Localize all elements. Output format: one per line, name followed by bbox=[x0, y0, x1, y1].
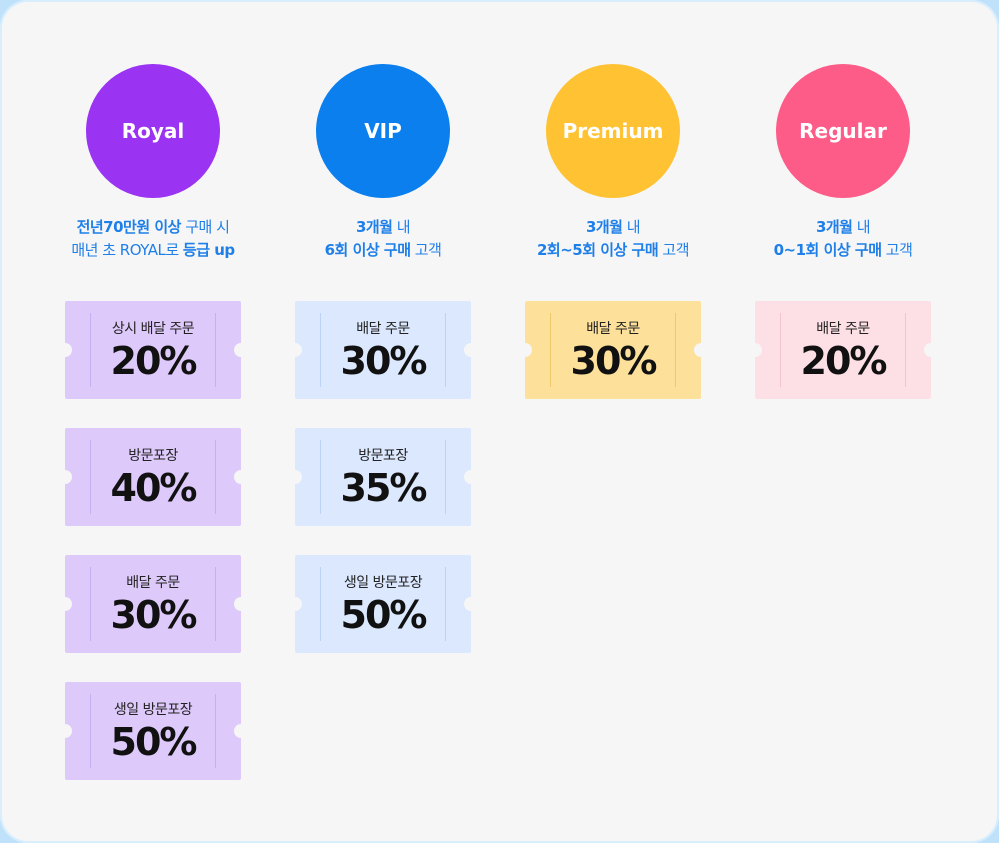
ticket-divider bbox=[215, 440, 216, 514]
coupon-label: 배달 주문 bbox=[126, 575, 180, 591]
ticket-divider bbox=[780, 313, 781, 387]
coupon-discount: 20% bbox=[110, 339, 198, 383]
ticket-notch bbox=[58, 597, 72, 611]
coupon-ticket: 방문포장 35% bbox=[288, 428, 478, 526]
ticket-divider bbox=[215, 567, 216, 641]
ticket-notch bbox=[694, 343, 708, 357]
tier-description: 3개월 내 0~1회 이상 구매 고객 bbox=[773, 218, 913, 259]
ticket-divider bbox=[445, 313, 446, 387]
tier-badge: VIP bbox=[316, 64, 450, 198]
ticket-notch bbox=[234, 597, 248, 611]
coupon-ticket: 생일 방문포장 50% bbox=[288, 555, 478, 653]
coupon-ticket: 생일 방문포장 50% bbox=[58, 682, 248, 780]
ticket-divider bbox=[90, 313, 91, 387]
coupon-discount: 30% bbox=[110, 593, 198, 637]
ticket-notch bbox=[748, 343, 762, 357]
coupon-label: 배달 주문 bbox=[816, 321, 870, 337]
coupon-label: 방문포장 bbox=[128, 448, 178, 464]
ticket-divider bbox=[320, 440, 321, 514]
tier-badge: Royal bbox=[86, 64, 220, 198]
ticket-notch bbox=[518, 343, 532, 357]
ticket-notch bbox=[58, 724, 72, 738]
ticket-divider bbox=[215, 313, 216, 387]
coupon-discount: 30% bbox=[570, 339, 658, 383]
tier-description: 3개월 내 2회~5회 이상 구매 고객 bbox=[536, 218, 690, 259]
ticket-notch bbox=[234, 724, 248, 738]
ticket-notch bbox=[288, 597, 302, 611]
ticket-notch bbox=[234, 343, 248, 357]
ticket-notch bbox=[464, 597, 478, 611]
ticket-divider bbox=[90, 694, 91, 768]
coupon-label: 생일 방문포장 bbox=[343, 575, 423, 591]
ticket-notch bbox=[464, 343, 478, 357]
ticket-divider bbox=[90, 440, 91, 514]
coupon-ticket: 배달 주문 30% bbox=[58, 555, 248, 653]
tier-description: 3개월 내 6회 이상 구매 고객 bbox=[324, 218, 442, 259]
coupon-discount: 40% bbox=[110, 466, 198, 510]
coupon-label: 방문포장 bbox=[358, 448, 408, 464]
coupon-ticket: 방문포장 40% bbox=[58, 428, 248, 526]
ticket-divider bbox=[90, 567, 91, 641]
coupon-ticket: 배달 주문 30% bbox=[518, 301, 708, 399]
ticket-notch bbox=[234, 470, 248, 484]
coupon-discount: 30% bbox=[340, 339, 428, 383]
coupon-ticket: 배달 주문 30% bbox=[288, 301, 478, 399]
ticket-divider bbox=[320, 313, 321, 387]
tier-badge: Premium bbox=[546, 64, 680, 198]
coupon-label: 상시 배달 주문 bbox=[111, 321, 195, 337]
coupon-ticket: 배달 주문 20% bbox=[748, 301, 938, 399]
coupon-discount: 20% bbox=[800, 339, 888, 383]
coupon-label: 배달 주문 bbox=[356, 321, 410, 337]
coupon-label: 배달 주문 bbox=[586, 321, 640, 337]
ticket-divider bbox=[445, 440, 446, 514]
ticket-divider bbox=[445, 567, 446, 641]
coupon-label: 생일 방문포장 bbox=[113, 702, 193, 718]
ticket-notch bbox=[58, 470, 72, 484]
ticket-notch bbox=[464, 470, 478, 484]
ticket-divider bbox=[905, 313, 906, 387]
ticket-notch bbox=[288, 470, 302, 484]
coupon-discount: 50% bbox=[110, 720, 198, 764]
ticket-divider bbox=[215, 694, 216, 768]
tier-badge: Regular bbox=[776, 64, 910, 198]
ticket-notch bbox=[924, 343, 938, 357]
ticket-divider bbox=[675, 313, 676, 387]
ticket-notch bbox=[58, 343, 72, 357]
ticket-divider bbox=[320, 567, 321, 641]
coupon-discount: 35% bbox=[340, 466, 428, 510]
coupon-discount: 50% bbox=[340, 593, 428, 637]
ticket-divider bbox=[550, 313, 551, 387]
ticket-notch bbox=[288, 343, 302, 357]
tier-description: 전년70만원 이상 구매 시 매년 초 ROYAL로 등급 up bbox=[71, 218, 235, 259]
coupon-ticket: 상시 배달 주문 20% bbox=[58, 301, 248, 399]
